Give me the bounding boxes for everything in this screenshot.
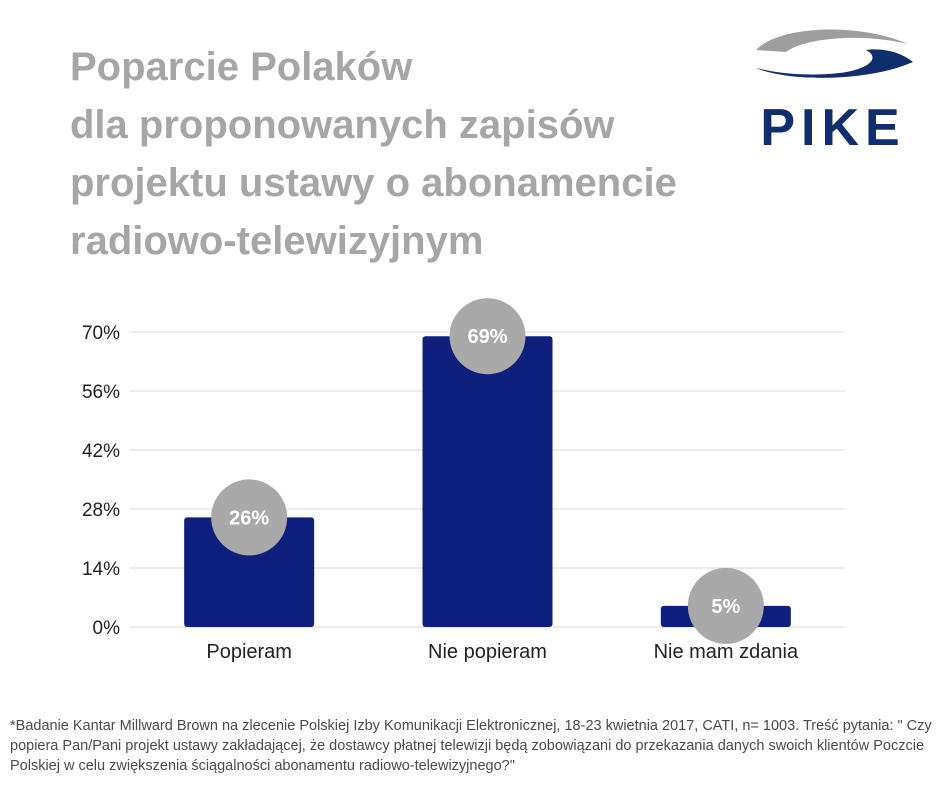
y-tick-label: 14% (82, 559, 120, 580)
footnote: *Badanie Kantar Millward Brown na zlecen… (10, 718, 932, 774)
title-line-3: projektu ustawy o abonamencie (70, 161, 677, 205)
value-bubble (211, 479, 288, 556)
data-label: 26% (229, 507, 269, 529)
data-label: 5% (711, 596, 740, 618)
pike-logo: PIKE (748, 20, 918, 157)
bar (184, 517, 315, 627)
value-bubble (687, 567, 764, 644)
title-line-1: Poparcie Polaków (70, 45, 413, 89)
title-line-2: dla proponowanych zapisów (70, 103, 615, 147)
x-category-label: Popieram (206, 641, 292, 663)
data-label: 69% (467, 326, 507, 348)
bar (422, 336, 553, 627)
y-tick-label: 28% (82, 500, 120, 521)
bar-chart: 0% 14% 28% 42% 56% 70% 26% Popieram 69% Nie popie… (82, 298, 845, 663)
logo-text: PIKE (760, 99, 906, 157)
y-tick-label: 0% (93, 618, 121, 639)
x-category-label: Nie popieram (428, 641, 547, 663)
swoosh-icon (756, 29, 913, 78)
title-line-4: radiowo-telewizyjnym (70, 219, 484, 263)
value-bubble (449, 298, 526, 375)
y-tick-label: 56% (82, 382, 120, 403)
y-tick-label: 70% (82, 323, 120, 344)
x-category-label: Nie mam zdania (654, 641, 799, 663)
y-tick-label: 42% (82, 441, 120, 462)
chart-title: Poparcie Polaków dla proponowanych zapis… (70, 38, 710, 270)
